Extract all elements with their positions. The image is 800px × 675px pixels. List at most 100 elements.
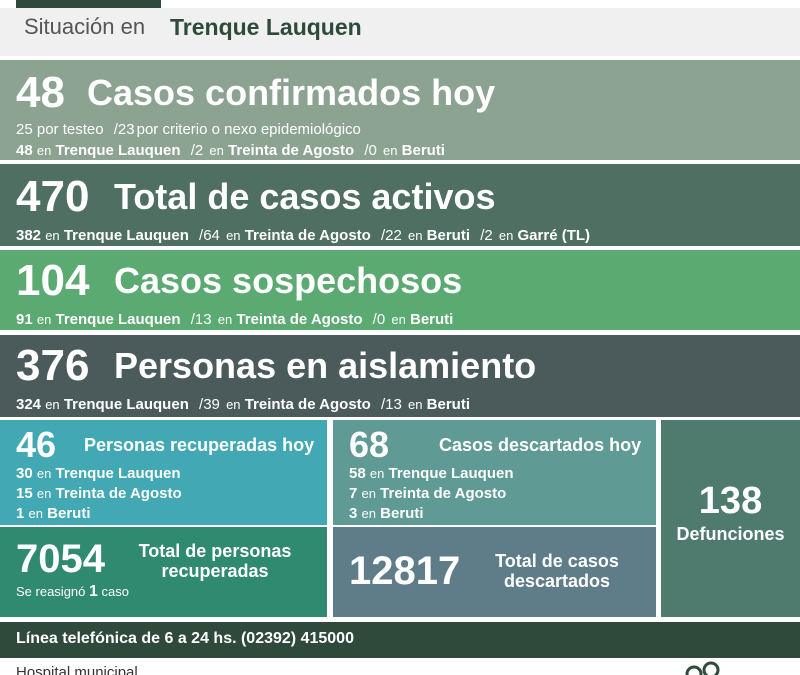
recuperados-row: 15 en Treinta de Agosto xyxy=(16,485,182,502)
en-label: en xyxy=(383,143,398,158)
aislamiento-tl-count: 324 xyxy=(16,396,42,413)
total-recuperados-title-2: recuperadas xyxy=(161,561,269,581)
recuperados-beruti-count: 1 xyxy=(16,505,25,522)
confirmados-number: 48 xyxy=(16,68,65,117)
defunciones-title: Defunciones xyxy=(676,524,785,544)
total-recuperados-number: 7054 xyxy=(16,537,105,581)
phone-footer: Línea telefónica de 6 a 24 hs. (02392) 4… xyxy=(0,622,800,658)
activos-ta-count: /64 xyxy=(199,227,220,244)
descartados-number: 68 xyxy=(349,424,390,465)
sospechosos-beruti-count: /0 xyxy=(372,311,386,328)
place-treinta-de-agosto: Treinta de Agosto xyxy=(244,396,371,413)
en-label: en xyxy=(36,466,52,481)
sospechosos-ta-count: /13 xyxy=(190,311,212,328)
total-descartados-title-2: descartados xyxy=(503,571,611,591)
municipality-logo-icon xyxy=(685,661,720,675)
recuperados-row: 1 en Beruti xyxy=(16,505,91,522)
place-treinta-de-agosto: Treinta de Agosto xyxy=(55,485,182,502)
en-label: en xyxy=(28,506,43,521)
total-descartados-number: 12817 xyxy=(349,549,461,593)
descartados-beruti-count: 3 xyxy=(349,505,358,522)
en-label: en xyxy=(408,397,423,412)
en-label: en xyxy=(217,312,233,327)
en-label: en xyxy=(45,397,60,412)
en-label: en xyxy=(226,397,241,412)
descartados-tl-count: 58 xyxy=(349,465,366,482)
aislamiento-title: Personas en aislamiento xyxy=(114,345,537,386)
place-trenque-lauquen: Trenque Lauquen xyxy=(55,465,181,482)
top-accent-bar xyxy=(16,0,161,8)
en-label: en xyxy=(391,312,406,327)
en-label: en xyxy=(369,466,385,481)
place-treinta-de-agosto: Treinta de Agosto xyxy=(236,311,363,328)
place-beruti: Beruti xyxy=(47,505,91,522)
place-garre: Garré (TL) xyxy=(517,227,591,244)
place-trenque-lauquen: Trenque Lauquen xyxy=(63,227,189,244)
activos-line: 382 en Trenque Lauquen /64 en Treinta de… xyxy=(16,227,590,244)
aislamiento-line: 324 en Trenque Lauquen /39 en Treinta de… xyxy=(16,396,470,413)
activos-garre-count: /2 xyxy=(480,227,493,244)
place-trenque-lauquen: Trenque Lauquen xyxy=(55,311,181,328)
confirmados-line-1: 25 por testeo /23 por criterio o nexo epi… xyxy=(16,121,361,138)
place-beruti: Beruti xyxy=(409,311,454,328)
recuperados-title: Personas recuperadas hoy xyxy=(84,435,315,455)
sospechosos-line: 91 en Trenque Lauquen /13 en Treinta de … xyxy=(16,311,453,328)
place-trenque-lauquen: Trenque Lauquen xyxy=(63,396,189,413)
en-label: en xyxy=(36,486,52,501)
place-treinta-de-agosto: Treinta de Agosto xyxy=(380,485,507,502)
confirmados-title: Casos confirmados hoy xyxy=(87,72,496,113)
descartados-cell: 68 Casos descartados hoy 58 en Trenque L… xyxy=(333,420,656,525)
en-label: en xyxy=(498,228,514,243)
defunciones-cell: 138 Defunciones xyxy=(661,420,800,617)
activos-band: 470 Total de casos activos 382 en Trenqu… xyxy=(0,164,800,246)
activos-tl-count: 382 xyxy=(16,227,42,244)
place-treinta-de-agosto: Treinta de Agosto xyxy=(228,142,355,159)
recuperados-tl-count: 30 xyxy=(16,465,33,482)
en-label: en xyxy=(408,228,423,243)
descartados-row: 7 en Treinta de Agosto xyxy=(349,485,506,502)
descartados-row: 3 en Beruti xyxy=(349,505,424,522)
place-trenque-lauquen: Trenque Lauquen xyxy=(388,465,514,482)
place-treinta-de-agosto: Treinta de Agosto xyxy=(244,227,371,244)
confirmados-beruti-count: /0 xyxy=(364,142,377,159)
header: Situación en Trenque Lauquen xyxy=(0,8,800,56)
en-label: en xyxy=(361,486,376,501)
recuperados-ta-count: 15 xyxy=(16,485,33,502)
confirmados-line-2: 48 en Trenque Lauquen /2 en Treinta de A… xyxy=(16,142,445,159)
recuperados-row: 30 en Trenque Lauquen xyxy=(16,465,181,482)
en-label: en xyxy=(209,143,224,158)
confirmados-criterio-label: por criterio o nexo epidemiológico xyxy=(136,121,361,138)
total-recuperados-title-1: Total de personas xyxy=(138,541,292,561)
header-label: Situación en xyxy=(24,14,146,39)
confirmados-criterio-count: /23 xyxy=(113,121,135,138)
recuperados-cell: 46 Personas recuperadas hoy 30 en Trenqu… xyxy=(0,420,327,525)
confirmados-testeo-label: por testeo xyxy=(36,121,104,138)
descartados-title: Casos descartados hoy xyxy=(439,435,642,455)
activos-beruti-count: /22 xyxy=(381,227,402,244)
confirmados-band: 48 Casos confirmados hoy 25 por testeo /… xyxy=(0,60,800,160)
place-beruti: Beruti xyxy=(426,396,471,413)
total-recuperados-cell: 7054 Total de personas recuperadas Se re… xyxy=(0,527,327,617)
total-descartados-cell: 12817 Total de casos descartados xyxy=(333,527,656,617)
descartados-ta-count: 7 xyxy=(349,485,358,502)
aislamiento-ta-count: /39 xyxy=(199,396,220,413)
place-beruti: Beruti xyxy=(426,227,471,244)
sospechosos-title: Casos sospechosos xyxy=(114,260,463,301)
en-label: en xyxy=(226,228,241,243)
reasignado-note: Se reasignó 1 caso xyxy=(16,583,129,601)
activos-title: Total de casos activos xyxy=(114,176,496,217)
confirmados-testeo-count: 25 xyxy=(16,121,33,138)
descartados-row: 58 en Trenque Lauquen xyxy=(349,465,514,482)
en-label: en xyxy=(36,312,52,327)
phone-line: Línea telefónica de 6 a 24 hs. (02392) 4… xyxy=(16,630,354,647)
aislamiento-beruti-count: /13 xyxy=(381,396,402,413)
reasignado-unit: caso xyxy=(101,584,130,599)
sospechosos-number: 104 xyxy=(16,256,90,305)
recuperados-number: 46 xyxy=(16,424,57,465)
aislamiento-band: 376 Personas en aislamiento 324 en Trenq… xyxy=(0,335,800,417)
en-label: en xyxy=(45,228,60,243)
sospechosos-band: 104 Casos sospechosos 91 en Trenque Lauq… xyxy=(0,250,800,330)
defunciones-number: 138 xyxy=(698,480,763,522)
reasignado-label: Se reasignó xyxy=(16,584,86,599)
total-descartados-title-1: Total de casos xyxy=(495,551,619,571)
